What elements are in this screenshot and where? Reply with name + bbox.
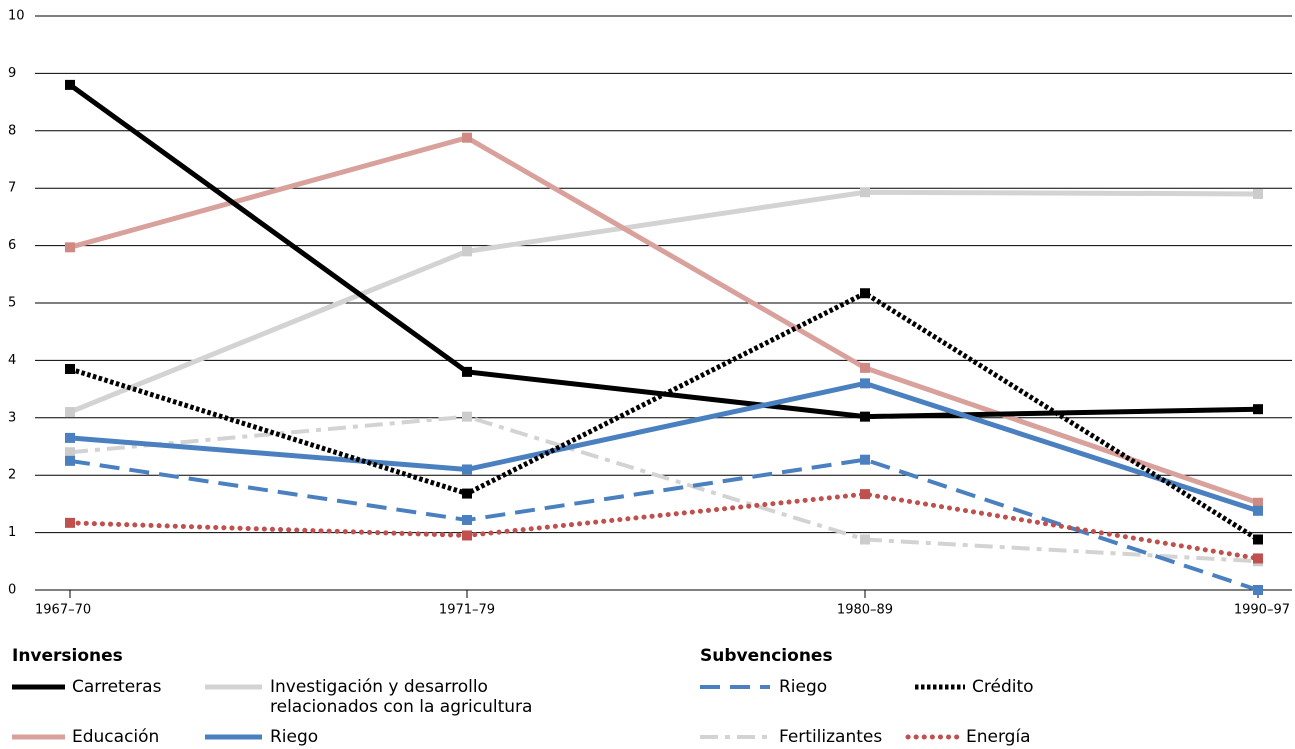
y-tick-label: 4 — [8, 353, 16, 368]
y-tick-label: 9 — [8, 66, 16, 81]
marker — [860, 362, 870, 373]
marker — [1253, 497, 1263, 508]
marker — [65, 364, 75, 375]
legend-label: Carreteras — [72, 677, 162, 697]
legend-label: Crédito — [972, 677, 1034, 697]
legend-label: Investigación y desarrollo relacionados … — [270, 677, 533, 717]
legend-label: Educación — [72, 727, 160, 747]
series-line — [69, 414, 1259, 564]
marker — [860, 454, 870, 465]
marker — [65, 79, 75, 90]
y-tick-label: 7 — [8, 181, 16, 196]
marker — [462, 411, 472, 422]
marker — [65, 407, 75, 418]
y-tick-label: 5 — [8, 296, 16, 311]
y-tick-label: 0 — [8, 583, 16, 598]
marker — [462, 464, 472, 475]
marker — [860, 534, 870, 545]
legend-group-title: Inversiones — [12, 646, 123, 666]
marker — [860, 288, 870, 299]
marker — [65, 517, 75, 528]
y-tick-label: 6 — [8, 238, 16, 253]
marker — [462, 132, 472, 143]
x-tick-label: 1990–97 — [1234, 603, 1290, 618]
legend-label: Energía — [966, 727, 1031, 747]
marker — [462, 366, 472, 377]
marker — [860, 187, 870, 198]
marker — [1253, 404, 1263, 415]
marker — [1253, 188, 1263, 199]
x-tick-label: 1980–89 — [837, 603, 893, 618]
y-tick-label: 1 — [8, 525, 16, 540]
legend-label: Riego — [779, 677, 828, 697]
series-line — [69, 380, 1259, 514]
series-line — [69, 134, 1259, 506]
marker — [65, 432, 75, 443]
y-tick-label: 2 — [8, 468, 16, 483]
series-line — [67, 491, 1261, 561]
marker — [1253, 585, 1263, 595]
y-tick-label: 10 — [8, 9, 25, 24]
marker — [860, 411, 870, 422]
x-tick-label: 1971–79 — [439, 603, 495, 618]
marker — [65, 447, 75, 458]
series-line — [69, 290, 1260, 542]
marker — [1253, 553, 1263, 564]
marker — [462, 246, 472, 257]
marker — [65, 242, 75, 253]
marker — [860, 378, 870, 389]
marker — [1253, 534, 1263, 545]
marker — [462, 514, 472, 525]
legend-label: Riego — [270, 727, 319, 747]
marker — [1253, 505, 1263, 516]
legend-group-title: Subvenciones — [700, 646, 833, 666]
y-tick-label: 8 — [8, 123, 16, 138]
marker — [860, 489, 870, 500]
y-tick-label: 3 — [8, 410, 16, 425]
marker — [462, 488, 472, 499]
marker — [462, 530, 472, 541]
legend-label: Fertilizantes — [779, 727, 883, 747]
series-line — [69, 457, 1259, 592]
marker — [65, 455, 75, 466]
series-line — [69, 189, 1259, 415]
x-tick-label: 1967–70 — [35, 603, 91, 618]
